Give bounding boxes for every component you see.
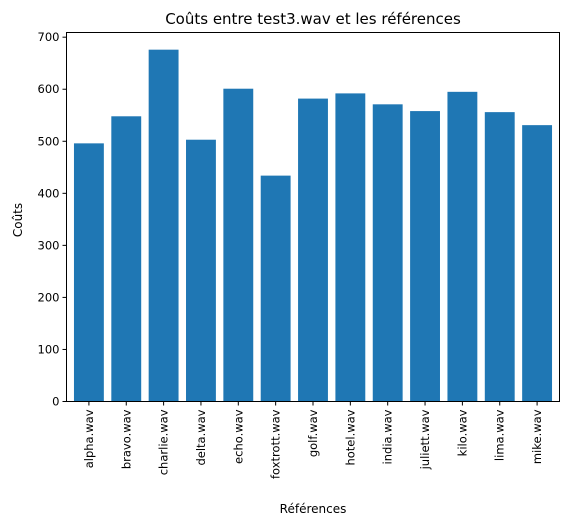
bar: [148, 49, 179, 402]
y-tick-label: 600: [38, 82, 60, 96]
x-axis-ticks: alpha.wav bravo.wav charlie.wav delta.wav ec…: [82, 401, 544, 479]
bar: [223, 88, 254, 402]
bar: [522, 125, 553, 402]
bar: [335, 93, 366, 402]
y-tick-label: 200: [38, 290, 60, 304]
x-tick-label: hotel.wav: [343, 409, 357, 465]
bar: [298, 98, 328, 402]
x-tick-label: foxtrott.wav: [269, 409, 283, 479]
x-tick-label: lima.wav: [493, 409, 507, 461]
x-tick-label: kilo.wav: [455, 409, 469, 456]
x-tick-label: delta.wav: [194, 409, 208, 465]
bar: [111, 116, 142, 402]
x-axis-label: Références: [280, 502, 347, 516]
x-tick-label: juliett.wav: [418, 409, 432, 470]
y-axis-label: Coûts: [11, 203, 25, 237]
y-tick-label: 500: [38, 134, 60, 148]
x-tick-label: echo.wav: [231, 409, 245, 464]
bar: [260, 175, 291, 402]
chart-title: Coûts entre test3.wav et les références: [165, 10, 461, 28]
bar: [410, 111, 440, 402]
x-tick-label: golf.wav: [306, 409, 320, 457]
bar: [372, 104, 403, 402]
plot-frame: [66, 32, 560, 402]
x-tick-label: charlie.wav: [157, 409, 171, 475]
x-tick-label: bravo.wav: [119, 409, 133, 469]
x-tick-label: alpha.wav: [82, 409, 96, 468]
bar: [484, 112, 515, 402]
y-tick-label: 700: [38, 30, 60, 44]
bar: [73, 143, 104, 402]
bar: [186, 139, 216, 402]
y-tick-label: 300: [38, 238, 60, 252]
y-axis-ticks: 0 100 200 300 400 500 600 700: [38, 30, 67, 409]
x-tick-label: mike.wav: [530, 409, 544, 464]
bar: [447, 91, 478, 402]
x-tick-label: india.wav: [381, 409, 395, 464]
bars-group: [73, 49, 553, 402]
y-tick-label: 100: [38, 342, 60, 356]
y-tick-label: 400: [38, 186, 60, 200]
y-tick-label: 0: [52, 395, 59, 409]
